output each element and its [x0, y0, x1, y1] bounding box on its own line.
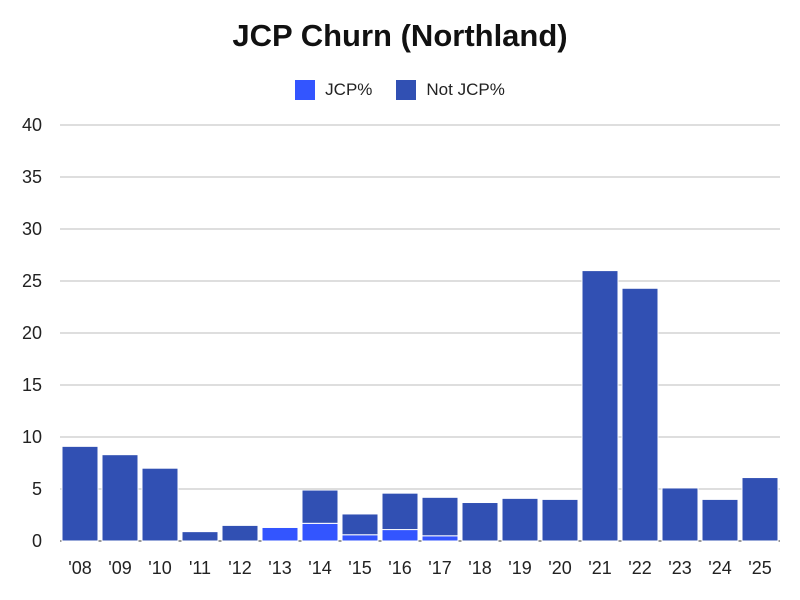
bar-not-jcp	[221, 524, 259, 542]
bar-jcp	[261, 526, 299, 542]
bar-jcp	[341, 534, 379, 542]
x-tick-label: '09	[108, 558, 131, 578]
bar-not-jcp	[301, 489, 339, 524]
bar-not-jcp	[421, 496, 459, 537]
x-tick-label: '08	[68, 558, 91, 578]
y-tick-label: 40	[22, 115, 42, 135]
x-tick-label: '13	[268, 558, 291, 578]
y-tick-label: 35	[22, 167, 42, 187]
y-tick-label: 5	[32, 479, 42, 499]
bar-not-jcp	[701, 498, 739, 542]
y-tick-label: 30	[22, 219, 42, 239]
bar-not-jcp	[381, 492, 419, 531]
bar-not-jcp	[181, 531, 219, 542]
bar-not-jcp	[461, 502, 499, 542]
x-tick-label: '19	[508, 558, 531, 578]
bar-not-jcp	[581, 270, 619, 542]
bar-jcp	[381, 529, 419, 542]
y-tick-label: 0	[32, 531, 42, 551]
bar-not-jcp	[101, 454, 139, 542]
bar-not-jcp	[341, 513, 379, 536]
x-tick-label: '17	[428, 558, 451, 578]
x-tick-label: '21	[588, 558, 611, 578]
bar-jcp	[301, 522, 339, 542]
x-tick-label: '14	[308, 558, 331, 578]
bar-not-jcp	[541, 498, 579, 542]
x-tick-label: '20	[548, 558, 571, 578]
x-tick-label: '18	[468, 558, 491, 578]
legend-label-not-jcp: Not JCP%	[426, 80, 505, 99]
x-tick-label: '12	[228, 558, 251, 578]
x-tick-label: '16	[388, 558, 411, 578]
legend-label-jcp: JCP%	[325, 80, 373, 99]
x-tick-label: '15	[348, 558, 371, 578]
bar-jcp	[421, 535, 459, 542]
legend-item-jcp: JCP%	[295, 80, 372, 100]
x-tick-label: '10	[148, 558, 171, 578]
y-tick-label: 10	[22, 427, 42, 447]
x-tick-label: '25	[748, 558, 771, 578]
legend-item-not-jcp: Not JCP%	[396, 80, 505, 100]
chart-title: JCP Churn (Northland)	[232, 18, 568, 53]
bar-not-jcp	[621, 287, 659, 542]
y-tick-label: 25	[22, 271, 42, 291]
bar-not-jcp	[741, 477, 779, 542]
y-tick-label: 15	[22, 375, 42, 395]
x-tick-label: '11	[189, 558, 211, 578]
legend: JCP% Not JCP%	[0, 80, 800, 100]
bar-not-jcp	[61, 445, 99, 542]
x-tick-label: '24	[708, 558, 731, 578]
y-tick-label: 20	[22, 323, 42, 343]
x-tick-label: '22	[628, 558, 651, 578]
bar-not-jcp	[141, 467, 179, 542]
bar-not-jcp	[501, 497, 539, 542]
legend-swatch-not-jcp	[396, 80, 417, 100]
legend-swatch-jcp	[295, 80, 316, 100]
bar-not-jcp	[661, 487, 699, 542]
x-tick-label: '23	[668, 558, 691, 578]
